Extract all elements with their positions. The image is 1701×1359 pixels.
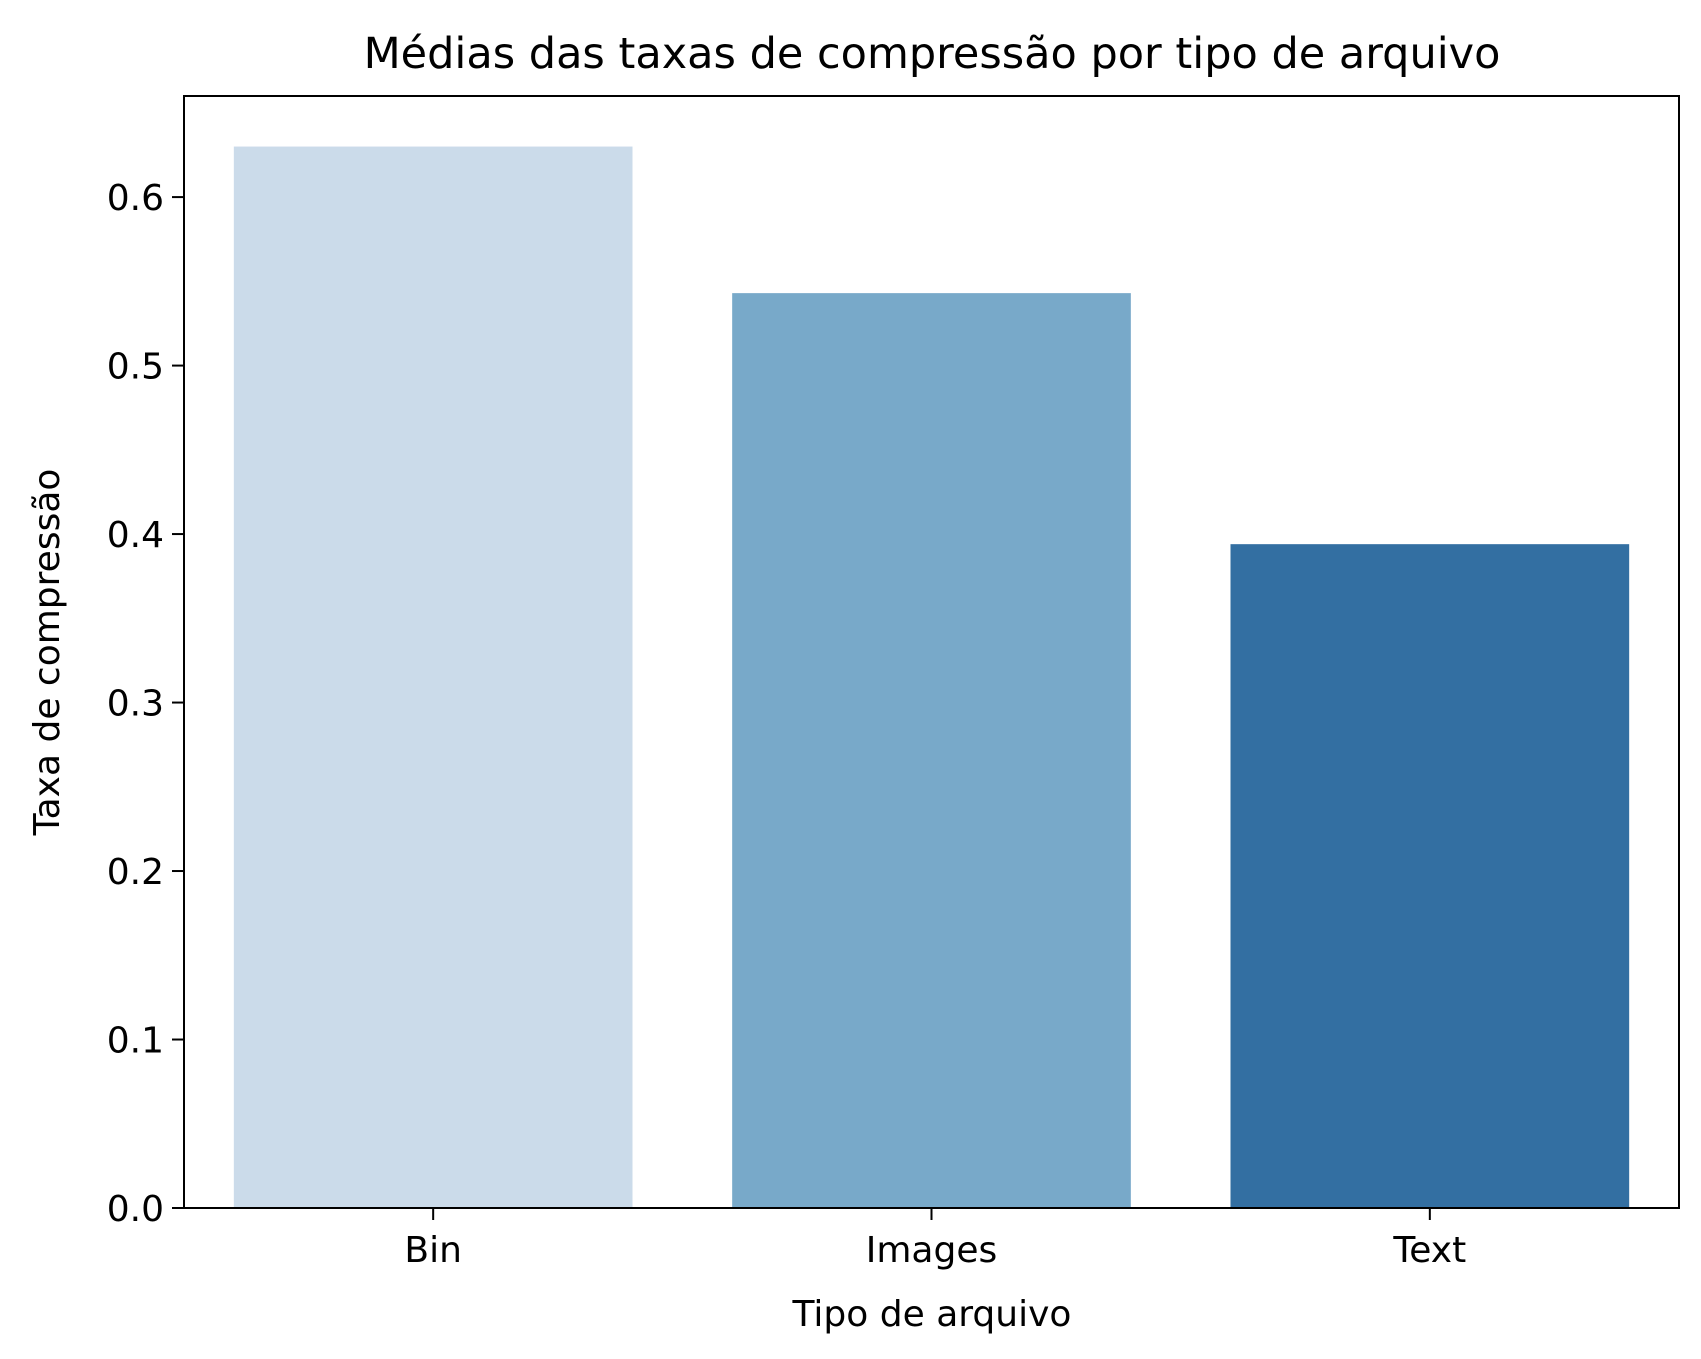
x-tick-label: Text xyxy=(1392,1230,1466,1271)
y-tick-label: 0.6 xyxy=(107,178,164,219)
x-tick-label: Bin xyxy=(404,1230,462,1271)
bar-bin xyxy=(233,146,633,1208)
y-tick-label: 0.4 xyxy=(107,515,164,556)
x-tick-label: Images xyxy=(866,1230,998,1271)
bars-layer xyxy=(233,146,1630,1208)
chart-title: Médias das taxas de compressão por tipo … xyxy=(364,29,1501,79)
y-tick-label: 0.0 xyxy=(107,1189,164,1230)
y-axis: 0.0 0.1 0.2 0.3 0.4 0.5 0.6 xyxy=(107,178,184,1230)
x-axis-label: Tipo de arquivo xyxy=(792,1294,1072,1335)
y-tick-label: 0.3 xyxy=(107,684,164,725)
y-tick-label: 0.2 xyxy=(107,852,164,893)
bar-text xyxy=(1230,544,1630,1208)
y-axis-label: Taxa de compressão xyxy=(27,469,68,837)
plot-frame xyxy=(183,95,1680,1209)
y-tick-label: 0.5 xyxy=(107,347,164,388)
x-axis: Bin Images Text xyxy=(404,1208,1466,1271)
bar-images xyxy=(732,293,1131,1208)
y-tick-label: 0.1 xyxy=(107,1021,164,1062)
